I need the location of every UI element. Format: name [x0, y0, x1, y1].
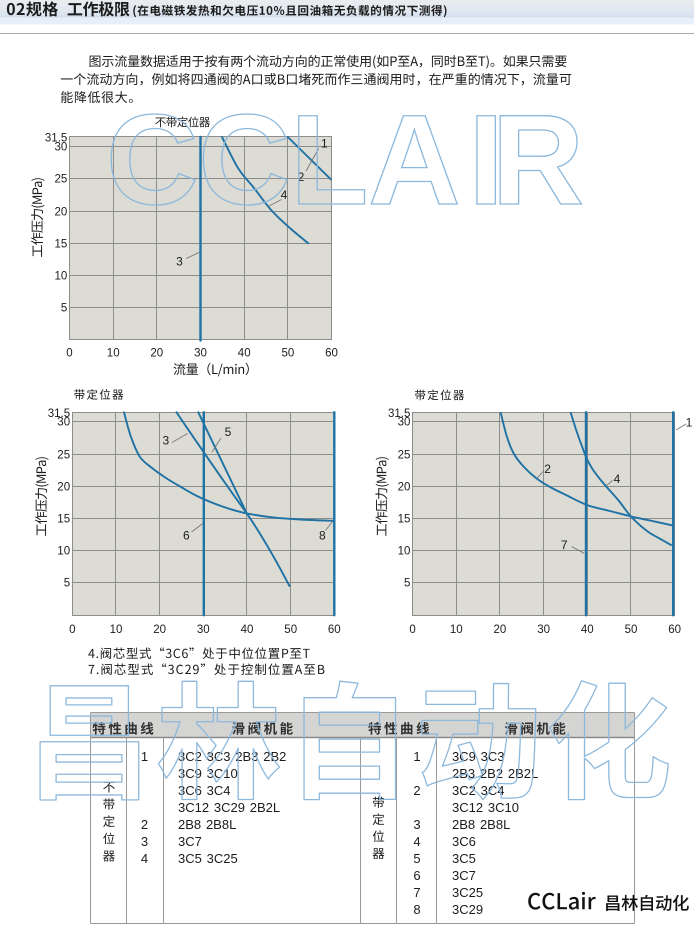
svg-text:6: 6	[413, 868, 420, 883]
svg-text:50: 50	[282, 348, 295, 360]
svg-text:50: 50	[625, 624, 638, 636]
svg-text:2B8 2B8L: 2B8 2B8L	[452, 817, 510, 832]
svg-text:31.5: 31.5	[48, 408, 70, 420]
svg-text:60: 60	[325, 348, 338, 360]
svg-text:2B3 2B2 2B2L: 2B3 2B2 2B2L	[452, 766, 538, 781]
svg-text:0: 0	[69, 624, 75, 636]
svg-text:7: 7	[561, 538, 568, 552]
svg-text:6: 6	[183, 529, 190, 543]
svg-text:3: 3	[413, 817, 420, 832]
svg-text:7: 7	[413, 885, 420, 900]
svg-text:3: 3	[162, 434, 169, 448]
svg-text:10: 10	[107, 348, 120, 360]
svg-text:3: 3	[176, 255, 183, 269]
svg-text:2: 2	[298, 170, 305, 184]
svg-text:5: 5	[413, 851, 420, 866]
svg-text:3: 3	[141, 834, 148, 849]
svg-text:3C5: 3C5	[452, 851, 476, 866]
svg-text:25: 25	[57, 450, 70, 462]
svg-text:40: 40	[238, 348, 251, 360]
svg-text:3C9 3C3: 3C9 3C3	[452, 749, 505, 764]
svg-text:31.5: 31.5	[388, 408, 410, 420]
svg-text:20: 20	[494, 624, 507, 636]
svg-text:1: 1	[686, 416, 693, 430]
svg-text:15: 15	[55, 239, 68, 251]
svg-text:3C6: 3C6	[452, 834, 476, 849]
svg-text:2: 2	[413, 783, 420, 798]
svg-text:30: 30	[197, 624, 210, 636]
svg-text:0: 0	[409, 624, 415, 636]
svg-text:30: 30	[537, 624, 550, 636]
svg-text:4: 4	[141, 851, 148, 866]
svg-text:3C12 3C29 2B2L: 3C12 3C29 2B2L	[178, 800, 280, 815]
svg-text:20: 20	[398, 482, 411, 494]
svg-text:10: 10	[110, 624, 123, 636]
svg-text:10: 10	[57, 546, 70, 558]
svg-text:3C9 3C10: 3C9 3C10	[178, 766, 238, 781]
svg-text:20: 20	[57, 482, 70, 494]
svg-text:50: 50	[284, 624, 297, 636]
svg-text:60: 60	[668, 624, 681, 636]
svg-text:8: 8	[319, 529, 326, 543]
svg-text:5: 5	[64, 578, 70, 590]
svg-text:4: 4	[413, 834, 420, 849]
svg-text:10: 10	[398, 546, 411, 558]
svg-text:3C5 3C25: 3C5 3C25	[178, 851, 238, 866]
svg-text:30: 30	[57, 417, 70, 429]
svg-text:3C2 3C4: 3C2 3C4	[452, 783, 505, 798]
svg-text:40: 40	[581, 624, 594, 636]
svg-text:2B8 2B8L: 2B8 2B8L	[178, 817, 236, 832]
svg-text:2: 2	[544, 462, 551, 476]
svg-text:30: 30	[194, 348, 207, 360]
svg-text:5: 5	[61, 303, 67, 315]
svg-text:20: 20	[55, 207, 68, 219]
svg-text:25: 25	[55, 174, 68, 186]
svg-text:3C12 3C10: 3C12 3C10	[452, 800, 519, 815]
svg-text:15: 15	[57, 514, 70, 526]
svg-text:5: 5	[404, 578, 410, 590]
svg-text:0: 0	[66, 348, 72, 360]
svg-text:1: 1	[141, 749, 148, 764]
svg-text:1: 1	[413, 749, 420, 764]
svg-text:3C29: 3C29	[452, 902, 483, 917]
svg-text:3C6 3C4: 3C6 3C4	[178, 783, 231, 798]
svg-text:10: 10	[55, 271, 68, 283]
svg-text:20: 20	[153, 624, 166, 636]
svg-text:30: 30	[55, 142, 68, 154]
svg-text:30: 30	[398, 417, 411, 429]
svg-text:4: 4	[614, 472, 621, 486]
svg-text:5: 5	[225, 425, 232, 439]
svg-text:2: 2	[141, 817, 148, 832]
svg-text:1: 1	[321, 137, 328, 151]
svg-text:10: 10	[450, 624, 463, 636]
svg-text:15: 15	[398, 514, 411, 526]
svg-text:8: 8	[413, 902, 420, 917]
svg-text:4: 4	[281, 188, 288, 202]
svg-text:3C7: 3C7	[178, 834, 202, 849]
svg-text:60: 60	[328, 624, 341, 636]
svg-text:3C2 3C3 2B3 2B2: 3C2 3C3 2B3 2B2	[178, 749, 286, 764]
svg-text:3C7: 3C7	[452, 868, 476, 883]
svg-text:25: 25	[398, 450, 411, 462]
svg-text:3C25: 3C25	[452, 885, 483, 900]
svg-text:40: 40	[241, 624, 254, 636]
svg-text:20: 20	[150, 348, 163, 360]
svg-text:31.5: 31.5	[45, 133, 67, 145]
